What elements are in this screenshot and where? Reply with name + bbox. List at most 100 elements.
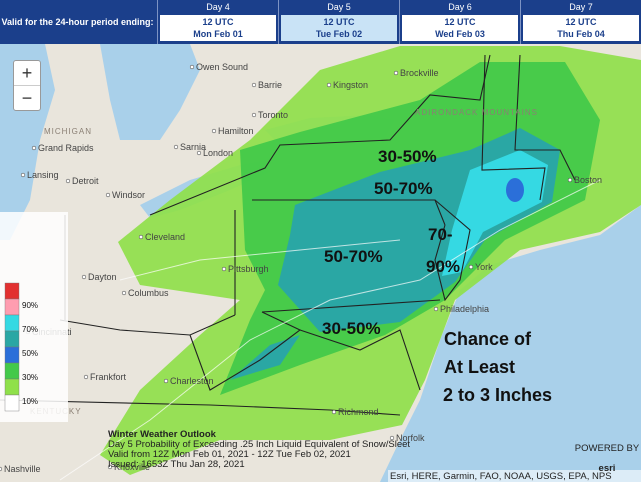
day-name: Day 4 — [206, 2, 230, 12]
day-box: 12 UTC Thu Feb 04 — [523, 15, 639, 41]
city-dot — [393, 70, 399, 76]
legend-swatch — [4, 362, 20, 380]
city-label: Frankfort — [90, 372, 127, 382]
valid-label: Valid for the 24-hour period ending: — [1, 16, 154, 27]
wv-va-border — [189, 311, 302, 391]
ky-border — [0, 399, 401, 416]
city-dot — [0, 466, 3, 472]
city-label: Charleston — [170, 376, 214, 386]
legend-label: 30% — [22, 373, 38, 382]
city-dot — [251, 112, 257, 118]
city-label: Detroit — [72, 176, 99, 186]
city-label: Norfolk — [396, 433, 425, 443]
us-canada-border — [149, 54, 491, 216]
legend-swatch — [4, 330, 20, 348]
day-box: 12 UTC Mon Feb 01 — [160, 15, 276, 41]
legend-swatch — [4, 394, 20, 412]
footer-line: Valid from 12Z Mon Feb 01, 2021 - 12Z Tu… — [108, 449, 351, 460]
zone-90 — [506, 178, 524, 202]
city-label: Grand Rapids — [38, 143, 94, 153]
city-dot — [211, 128, 217, 134]
legend-swatch — [4, 346, 20, 364]
city-label: Windsor — [112, 190, 145, 200]
city-label: Knoxville — [114, 462, 150, 472]
caption-line: 2 to 3 Inches — [443, 385, 552, 405]
zone-label: 50-70% — [374, 179, 433, 198]
day-tab[interactable]: Day 4 12 UTC Mon Feb 01 — [157, 0, 278, 44]
day-selector: Valid for the 24-hour period ending: Day… — [0, 0, 641, 44]
footer-line: Day 5 Probability of Exceeding .25 Inch … — [108, 439, 410, 450]
day-time: 12 UTC — [444, 17, 476, 27]
zone-label: 50-70% — [324, 247, 383, 266]
city-label: Boston — [574, 175, 602, 185]
day-time: 12 UTC — [565, 17, 597, 27]
city-label: Toronto — [258, 110, 288, 120]
zoom-out[interactable]: − — [14, 85, 40, 110]
legend-swatch — [4, 314, 20, 332]
city-label: Richmond — [338, 407, 379, 417]
city-label: Pittsburgh — [228, 264, 269, 274]
attribution-bg — [388, 470, 641, 482]
footer-line: Issued: 1653Z Thu Jan 28, 2021 — [108, 459, 245, 470]
city-dot — [567, 177, 573, 183]
city-dot — [221, 266, 227, 272]
zone-70-90 — [442, 150, 548, 276]
city-dot — [326, 82, 332, 88]
city-dot — [196, 150, 202, 156]
zone-label: 90% — [426, 257, 460, 276]
legend-label: 10% — [22, 397, 38, 406]
city-dot — [121, 290, 127, 296]
day-name: Day 7 — [569, 2, 593, 12]
day-time: 12 UTC — [323, 17, 355, 27]
legend-label: 70% — [22, 325, 38, 334]
ohio-river — [59, 314, 236, 336]
city-dot — [189, 64, 195, 70]
zone-label: 70- — [428, 225, 453, 244]
pa-md-border — [261, 299, 441, 313]
day-name: Day 6 — [448, 2, 472, 12]
md-va-border — [299, 329, 421, 391]
legend-swatch — [4, 282, 20, 300]
legend-label: 90% — [22, 301, 38, 310]
city-label: Owen Sound — [196, 62, 248, 72]
day-name: Day 5 — [327, 2, 351, 12]
state-label: ADIRONDACK MOUNTAINS — [415, 108, 538, 117]
esri-logo: esri — [599, 463, 616, 474]
city-label: Nashville — [4, 464, 41, 474]
caption-line: Chance of — [444, 329, 532, 349]
day-tab[interactable]: Day 5 12 UTC Tue Feb 02 — [278, 0, 399, 44]
city-label: Lansing — [27, 170, 59, 180]
road — [59, 179, 601, 481]
city-dot — [20, 172, 26, 178]
city-dot — [107, 464, 113, 470]
city-dot — [251, 82, 257, 88]
caption-line: At Least — [444, 357, 515, 377]
city-label: Philadelphia — [440, 304, 489, 314]
city-dot — [468, 264, 474, 270]
zoom-control: + − — [13, 60, 41, 111]
city-dot — [31, 145, 37, 151]
city-dot — [163, 378, 169, 384]
day-date: Mon Feb 01 — [193, 29, 243, 39]
zoom-in[interactable]: + — [21, 63, 33, 83]
zone-label: 30-50% — [378, 147, 437, 166]
legend-label: 50% — [22, 349, 38, 358]
city-dot — [83, 374, 89, 380]
day-tab[interactable]: Day 7 12 UTC Thu Feb 04 — [520, 0, 641, 44]
state-label: MICHIGAN — [44, 127, 92, 136]
legend-swatch — [4, 298, 20, 316]
city-dot — [138, 234, 144, 240]
city-label: Columbus — [128, 288, 169, 298]
city-label: London — [203, 148, 233, 158]
city-dot — [105, 192, 111, 198]
day-box: 12 UTC Tue Feb 02 — [281, 15, 397, 41]
new-england-border — [481, 54, 576, 201]
city-dot — [331, 409, 337, 415]
day-tab[interactable]: Day 6 12 UTC Wed Feb 03 — [399, 0, 520, 44]
city-label: Cleveland — [145, 232, 185, 242]
city-label: Barrie — [258, 80, 282, 90]
city-dot — [389, 435, 395, 441]
zone-label: 30-50% — [322, 319, 381, 338]
